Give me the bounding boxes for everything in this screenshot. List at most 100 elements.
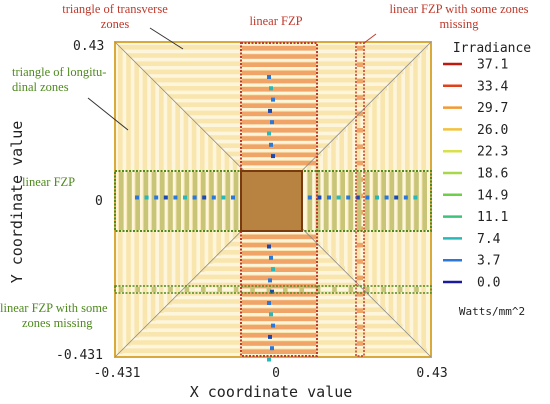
linear-fzp-missing-horizontal-zone [414, 287, 419, 292]
irradiance-spot [270, 289, 274, 294]
linear-fzp-horizontal-zone [192, 172, 198, 230]
colorbar-label: 29.7 [477, 101, 508, 116]
linear-fzp-missing-horizontal-zone [250, 287, 255, 292]
annotation-missing-top-line2: missing [440, 17, 480, 31]
linear-fzp-zone [242, 316, 316, 322]
linear-fzp-zone [242, 267, 316, 272]
linear-fzp-zone [242, 292, 316, 297]
irradiance-spot [271, 323, 275, 328]
linear-fzp-zone [242, 119, 316, 125]
irradiance-spot [375, 195, 379, 200]
annotation-longitudinal-line2: dinal zones [12, 80, 69, 94]
linear-fzp-missing-zone [357, 275, 363, 281]
irradiance-spot [327, 195, 331, 200]
linear-fzp-horizontal-zone [397, 172, 403, 230]
linear-fzp-zone [242, 128, 316, 133]
linear-fzp-zone [242, 103, 316, 108]
linear-fzp-horizontal-zone [209, 172, 214, 230]
linear-fzp-missing-zone [357, 341, 363, 346]
linear-fzp-zone [242, 333, 316, 338]
y-tick-top: 0.43 [73, 39, 104, 54]
linear-fzp-horizontal-zone [143, 172, 149, 230]
irradiance-spot [154, 195, 159, 200]
irradiance-spot [268, 334, 272, 339]
irradiance-spot [269, 255, 273, 260]
linear-fzp-horizontal-zone [406, 172, 411, 230]
linear-fzp-missing-horizontal-zone [168, 287, 173, 292]
colorbar-label: 18.6 [477, 167, 508, 182]
y-tick-zero: 0 [95, 194, 103, 209]
linear-fzp-horizontal-zone [160, 172, 165, 230]
colorbar-label: 22.3 [477, 145, 508, 160]
irradiance-spot [267, 75, 271, 79]
irradiance-spot [365, 195, 370, 200]
x-tick-left: -0.431 [94, 366, 141, 381]
irradiance-spot [270, 120, 274, 125]
annotation-linear-fzp-left: linear FZP [22, 175, 75, 189]
x-axis-label: X coordinate value [190, 383, 353, 401]
colorbar-label: 37.1 [477, 58, 508, 73]
linear-fzp-missing-zone [357, 259, 363, 264]
irradiance-spot [267, 244, 271, 249]
annotation-transverse-line2: zones [101, 17, 130, 31]
irradiance-spot [346, 195, 351, 200]
colorbar-label: 3.7 [477, 254, 500, 269]
irradiance-spot [355, 195, 360, 200]
linear-fzp-zone [242, 283, 316, 289]
linear-fzp-missing-zone [357, 242, 363, 248]
leader-line-longitudinal [87, 97, 129, 131]
linear-fzp-missing-zone [357, 111, 363, 117]
linear-fzp-zone [242, 87, 316, 92]
linear-fzp-zone [242, 152, 316, 158]
irradiance-spot [271, 267, 275, 272]
center-zone [240, 170, 303, 232]
linear-fzp-missing-zone [357, 160, 363, 166]
colorbar-label: 11.1 [477, 210, 508, 225]
linear-fzp-horizontal-zone [365, 172, 370, 230]
linear-fzp-horizontal-zone [127, 172, 132, 230]
irradiance-spot [144, 195, 149, 200]
linear-fzp-horizontal-zone [233, 172, 239, 230]
irradiance-spot [403, 195, 408, 200]
colorbar-label: 0.0 [477, 276, 500, 291]
annotation-missing-left-line2: zones missing [22, 316, 93, 330]
linear-fzp-horizontal-zone [422, 172, 427, 230]
irradiance-spot [267, 131, 271, 136]
linear-fzp-zone [242, 111, 316, 117]
irradiance-spot [192, 195, 197, 200]
linear-fzp-horizontal-zone [348, 172, 354, 230]
linear-fzp-horizontal-zone [135, 172, 140, 230]
colorbar-label: 14.9 [477, 188, 508, 203]
irradiance-spot [231, 195, 235, 200]
annotation-missing-left-line1: linear FZP with some [0, 301, 108, 315]
linear-fzp-horizontal-zone [340, 172, 345, 230]
linear-fzp-missing-zone [357, 324, 363, 330]
linear-fzp-missing-horizontal-zone [135, 287, 140, 292]
linear-fzp-horizontal-zone [356, 172, 362, 230]
irradiance-spot [394, 195, 399, 200]
linear-fzp-missing-horizontal-zone [315, 287, 321, 292]
linear-fzp-missing-horizontal-zone [283, 287, 288, 292]
linear-fzp-horizontal-zone [307, 172, 313, 230]
linear-fzp-missing-horizontal-zone [119, 287, 124, 292]
annotation-missing-top-line1: linear FZP with some zones [389, 2, 528, 16]
linear-fzp-horizontal-zone [414, 172, 419, 230]
linear-fzp-zone [242, 259, 316, 264]
linear-fzp-horizontal-zone [315, 172, 321, 230]
linear-fzp-missing-horizontal-zone [217, 287, 222, 292]
irradiance-spot [384, 195, 389, 200]
linear-fzp-horizontal-zone [389, 172, 395, 230]
irradiance-spot [307, 195, 312, 200]
linear-fzp-horizontal-zone [201, 172, 206, 230]
linear-fzp-zone [242, 70, 316, 76]
linear-fzp-horizontal-zone [168, 172, 173, 230]
linear-fzp-horizontal-zone [324, 172, 329, 230]
colorbar-unit: Watts/mm^2 [459, 305, 525, 318]
linear-fzp-missing-zone [357, 308, 363, 313]
leader-line-transverse [149, 27, 184, 50]
colorbar-label: 33.4 [477, 79, 508, 94]
linear-fzp-missing-zone [357, 78, 363, 84]
linear-fzp-missing-horizontal-zone [233, 287, 239, 292]
irradiance-spot [211, 195, 216, 200]
irradiance-spot [135, 195, 139, 200]
